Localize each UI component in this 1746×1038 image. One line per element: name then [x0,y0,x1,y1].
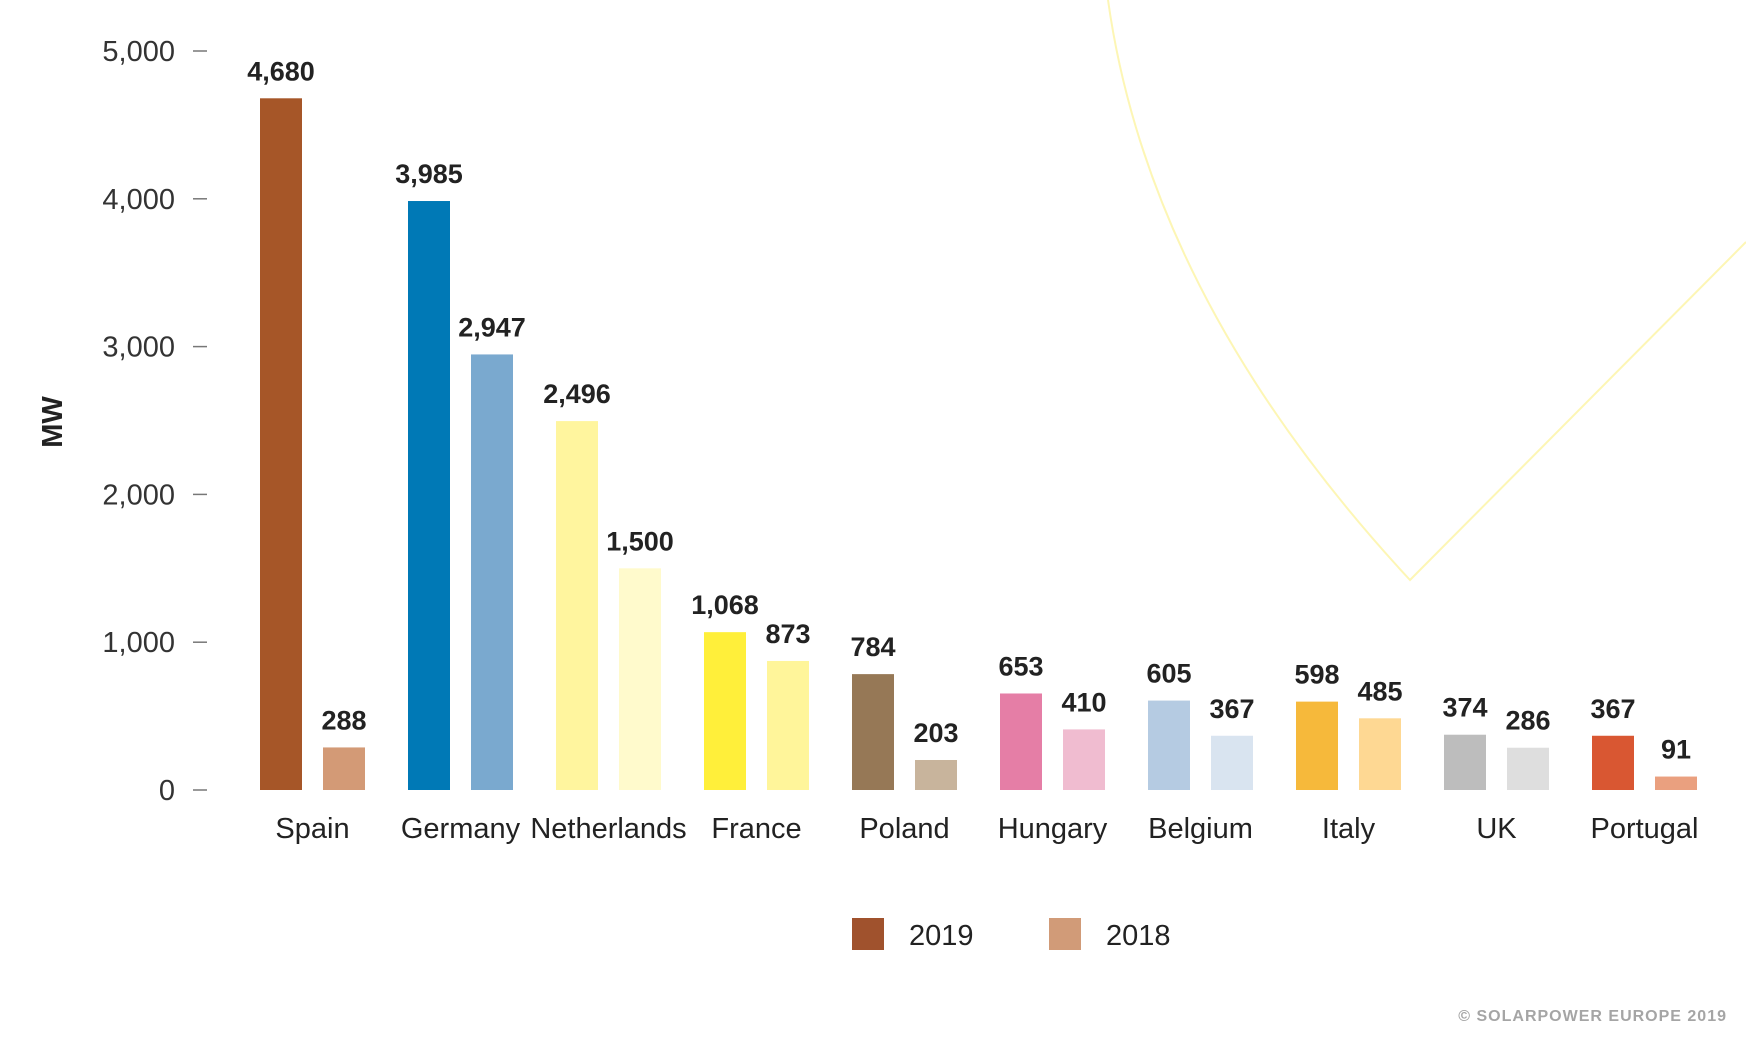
data-label-italy-2019: 598 [1294,660,1339,690]
copyright-notice: © SOLARPOWER EUROPE 2019 [1458,1008,1727,1025]
y-tick-label: 4,000 [102,184,175,216]
category-label-italy: Italy [1322,813,1376,845]
data-label-spain-2019: 4,680 [247,56,315,86]
category-label-belgium: Belgium [1148,813,1253,845]
data-label-netherlands-2018: 1,500 [606,526,674,556]
legend: 2019 2018 [852,918,1171,952]
data-label-portugal-2019: 367 [1590,694,1635,724]
bar-uk-2018 [1507,747,1549,790]
legend-label-2019: 2019 [909,920,974,952]
category-label-netherlands: Netherlands [530,813,686,845]
bar-netherlands-2019 [556,421,598,790]
legend-label-2018: 2018 [1106,920,1171,952]
y-tick-label: 3,000 [102,332,175,364]
data-label-uk-2018: 286 [1505,706,1550,736]
bar-poland-2019 [852,674,894,790]
category-label-poland: Poland [859,813,949,845]
category-label-france: France [711,813,801,845]
data-label-belgium-2019: 605 [1146,659,1191,689]
legend-swatch-2018 [1049,918,1081,950]
y-tick-label: 5,000 [102,36,175,68]
data-label-hungary-2019: 653 [998,651,1043,681]
data-label-france-2018: 873 [765,619,810,649]
data-label-germany-2019: 3,985 [395,159,463,189]
category-label-hungary: Hungary [998,813,1108,845]
data-label-poland-2018: 203 [913,718,958,748]
bar-germany-2019 [408,201,450,791]
data-label-hungary-2018: 410 [1061,687,1106,717]
bar-netherlands-2018 [619,568,661,790]
bars [260,98,1697,791]
bar-germany-2018 [471,354,513,790]
bar-hungary-2018 [1063,729,1105,790]
data-label-spain-2018: 288 [321,705,366,735]
data-label-poland-2019: 784 [850,632,895,662]
y-axis-title: MW [37,396,69,448]
bar-france-2019 [704,632,746,790]
bar-spain-2018 [323,747,365,790]
category-labels: Spain Germany Netherlands France Poland Hunga… [275,813,1698,845]
y-axis: 0 1,000 2,000 3,000 4,000 5,000 [102,36,207,807]
category-label-portugal: Portugal [1590,813,1698,845]
bar-belgium-2018 [1211,735,1253,790]
category-label-spain: Spain [275,813,349,845]
data-label-italy-2018: 485 [1357,676,1402,706]
background-decoration-curve [1107,0,1746,582]
bar-uk-2019 [1444,734,1486,790]
data-label-germany-2018: 2,947 [458,312,526,342]
y-tick-label: 0 [159,775,175,807]
bar-france-2018 [767,660,809,790]
y-tick-label: 1,000 [102,627,175,659]
bar-italy-2018 [1359,718,1401,790]
data-label-belgium-2018: 367 [1209,694,1254,724]
data-label-uk-2019: 374 [1442,693,1487,723]
legend-swatch-2019 [852,918,884,950]
y-tick-label: 2,000 [102,479,175,511]
data-label-netherlands-2019: 2,496 [543,379,611,409]
bar-spain-2019 [260,98,302,790]
category-label-uk: UK [1476,813,1517,845]
category-label-germany: Germany [401,813,521,845]
data-label-france-2019: 1,068 [691,590,759,620]
data-label-portugal-2018: 91 [1661,735,1691,765]
bar-poland-2018 [915,759,957,790]
bar-portugal-2018 [1655,776,1697,790]
bar-italy-2019 [1296,701,1338,790]
bar-portugal-2019 [1592,735,1634,790]
bar-hungary-2019 [1000,693,1042,790]
bar-belgium-2019 [1148,700,1190,790]
